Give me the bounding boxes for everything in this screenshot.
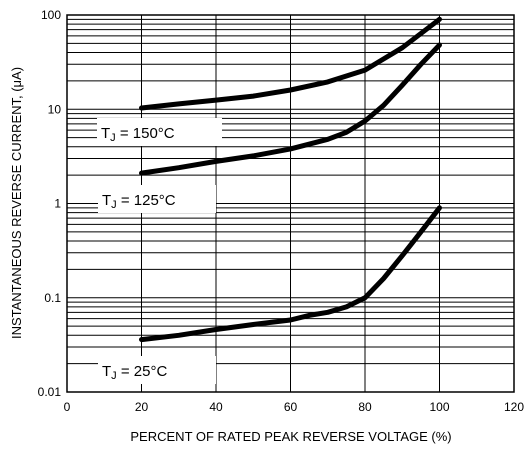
tick-labels: 0 20 40 60 80 100 120 0.01 0.1 1 10 100 [38,8,525,414]
x-tick-label: 120 [504,400,524,414]
y-tick-label: 100 [41,8,61,22]
label-tj-25c: TJ = 25°C [102,363,167,382]
x-tick-label: 20 [135,400,149,414]
x-tick-label: 0 [64,400,71,414]
x-tick-label: 80 [358,400,372,414]
series-curves [139,16,442,343]
y-tick-label: 10 [48,102,62,116]
y-axis-label: INSTANTANEOUS REVERSE CURRENT, (μA) [9,67,24,339]
y-tick-label: 1 [54,197,61,211]
series-label-background [98,356,216,384]
x-tick-label: 100 [429,400,449,414]
y-tick-label: 0.1 [44,291,61,305]
series-label-background [98,185,216,213]
plot-frame [66,14,515,393]
y-tick-label: 0.01 [38,385,62,399]
curve-tj-25c [139,205,442,343]
label-tj-150c: TJ = 150°C [101,125,175,144]
x-tick-label: 60 [284,400,298,414]
series-label-background [97,118,222,146]
x-axis-label: PERCENT OF RATED PEAK REVERSE VOLTAGE (%… [130,429,451,444]
series-labels: TJ = 150°C TJ = 125°C TJ = 25°C [97,118,222,384]
curve-tj-150c [139,16,442,111]
label-tj-125c: TJ = 125°C [102,192,176,211]
x-tick-label: 40 [209,400,223,414]
curve-tj-125c [139,42,442,176]
